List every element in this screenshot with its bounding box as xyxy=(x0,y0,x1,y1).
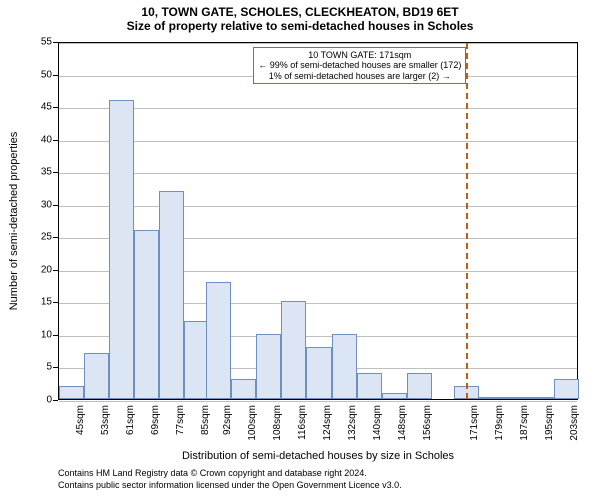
footer-line-1: Contains HM Land Registry data © Crown c… xyxy=(58,468,402,480)
annotation-line-1: 10 TOWN GATE: 171sqm xyxy=(258,50,461,60)
y-tick-mark xyxy=(53,270,58,271)
chart-title-address: 10, TOWN GATE, SCHOLES, CLECKHEATON, BD1… xyxy=(0,6,600,20)
y-tick-mark xyxy=(53,107,58,108)
y-tick-mark xyxy=(53,172,58,173)
histogram-bar xyxy=(529,397,554,399)
x-tick-label: 148sqm xyxy=(397,405,408,441)
x-tick-label: 179sqm xyxy=(494,405,505,441)
histogram-bar xyxy=(504,397,529,399)
x-tick-label: 116sqm xyxy=(297,405,308,440)
footer-line-2: Contains public sector information licen… xyxy=(58,480,402,492)
y-tick-mark xyxy=(53,237,58,238)
histogram-bar xyxy=(357,373,382,399)
y-tick-label: 10 xyxy=(22,329,52,340)
histogram-bar xyxy=(159,191,184,399)
x-tick-label: 45sqm xyxy=(75,405,86,435)
histogram-bar xyxy=(59,386,84,399)
x-tick-label: 124sqm xyxy=(322,405,333,441)
grid-line xyxy=(59,141,577,142)
histogram-bar xyxy=(134,230,159,399)
grid-line xyxy=(59,206,577,207)
annotation-box: 10 TOWN GATE: 171sqm← 99% of semi-detach… xyxy=(253,47,466,84)
plot-area: 10 TOWN GATE: 171sqm← 99% of semi-detach… xyxy=(58,42,578,400)
annotation-line-3: 1% of semi-detached houses are larger (2… xyxy=(258,71,461,81)
histogram-bar xyxy=(382,393,407,400)
x-tick-label: 85sqm xyxy=(200,405,211,435)
property-marker-line xyxy=(466,43,468,399)
y-tick-label: 45 xyxy=(22,102,52,113)
x-tick-label: 92sqm xyxy=(222,405,233,435)
y-tick-label: 20 xyxy=(22,264,52,275)
x-tick-label: 140sqm xyxy=(372,405,383,441)
x-axis-label: Distribution of semi-detached houses by … xyxy=(182,450,454,462)
histogram-bar xyxy=(479,397,504,399)
x-tick-label: 132sqm xyxy=(347,405,358,441)
x-tick-label: 61sqm xyxy=(125,405,136,435)
histogram-bar xyxy=(332,334,357,399)
x-tick-label: 187sqm xyxy=(519,405,530,441)
grid-line xyxy=(59,401,577,402)
grid-line xyxy=(59,173,577,174)
y-tick-label: 50 xyxy=(22,69,52,80)
y-tick-mark xyxy=(53,42,58,43)
histogram-bar xyxy=(206,282,231,399)
chart-title-subtitle: Size of property relative to semi-detach… xyxy=(0,20,600,34)
x-tick-label: 69sqm xyxy=(150,405,161,435)
x-tick-label: 108sqm xyxy=(272,405,283,441)
y-tick-mark xyxy=(53,75,58,76)
histogram-bar xyxy=(407,373,432,399)
x-tick-label: 100sqm xyxy=(247,405,258,441)
y-tick-mark xyxy=(53,367,58,368)
y-tick-label: 25 xyxy=(22,232,52,243)
histogram-bar xyxy=(109,100,134,399)
y-tick-mark xyxy=(53,140,58,141)
x-tick-label: 77sqm xyxy=(175,405,186,435)
x-tick-label: 203sqm xyxy=(569,405,580,441)
histogram-bar xyxy=(554,379,579,399)
y-tick-mark xyxy=(53,205,58,206)
x-tick-label: 53sqm xyxy=(100,405,111,435)
y-tick-label: 30 xyxy=(22,199,52,210)
histogram-bar xyxy=(306,347,331,399)
x-tick-label: 171sqm xyxy=(469,405,480,441)
y-axis-label: Number of semi-detached properties xyxy=(8,132,20,311)
x-tick-label: 195sqm xyxy=(544,405,555,441)
histogram-bar xyxy=(281,301,306,399)
y-tick-label: 35 xyxy=(22,167,52,178)
y-tick-mark xyxy=(53,302,58,303)
annotation-line-2: ← 99% of semi-detached houses are smalle… xyxy=(258,60,461,70)
chart-container: 10, TOWN GATE, SCHOLES, CLECKHEATON, BD1… xyxy=(0,0,600,500)
histogram-bar xyxy=(231,379,256,399)
footer-attribution: Contains HM Land Registry data © Crown c… xyxy=(58,468,402,491)
y-tick-label: 40 xyxy=(22,134,52,145)
grid-line xyxy=(59,43,577,44)
y-tick-label: 55 xyxy=(22,37,52,48)
y-tick-label: 0 xyxy=(22,395,52,406)
y-tick-mark xyxy=(53,400,58,401)
histogram-bar xyxy=(256,334,281,399)
y-tick-label: 15 xyxy=(22,297,52,308)
y-tick-mark xyxy=(53,335,58,336)
grid-line xyxy=(59,108,577,109)
chart-titles: 10, TOWN GATE, SCHOLES, CLECKHEATON, BD1… xyxy=(0,0,600,34)
y-tick-label: 5 xyxy=(22,362,52,373)
histogram-bar xyxy=(84,353,109,399)
x-tick-label: 156sqm xyxy=(422,405,433,441)
